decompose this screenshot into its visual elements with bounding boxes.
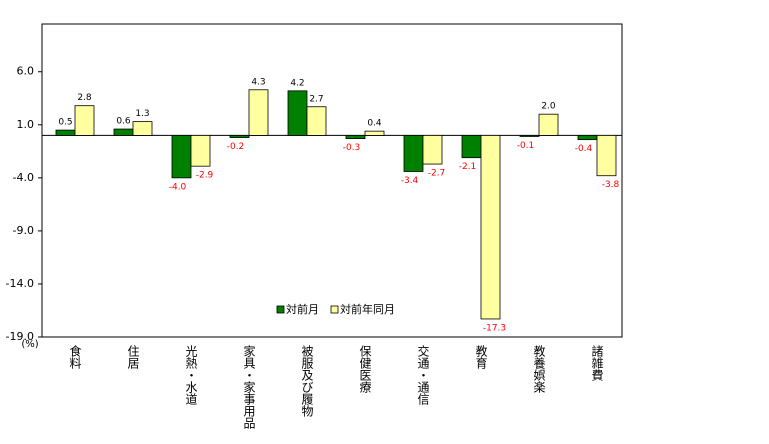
x-tick-label: 教育	[474, 344, 488, 370]
bar	[364, 130, 385, 136]
value-label: -0.2	[227, 142, 245, 152]
y-unit: (%)	[21, 339, 38, 350]
y-tick-label: 1.0	[17, 118, 35, 131]
x-tick-label: 住居	[126, 345, 140, 370]
value-label: 2.7	[309, 94, 323, 104]
legend-swatch	[276, 305, 285, 314]
bar	[74, 105, 95, 136]
bar	[577, 135, 598, 141]
bar	[461, 135, 482, 159]
bar	[229, 135, 250, 138]
bar	[248, 89, 269, 136]
y-tick-label: 6.0	[17, 65, 35, 78]
value-label: 4.2	[290, 78, 304, 88]
value-label: 4.3	[251, 77, 265, 87]
bar	[345, 135, 366, 139]
x-tick-label: 食料	[68, 344, 82, 369]
value-label: -0.3	[343, 143, 361, 153]
value-label: 2.8	[77, 93, 92, 103]
x-tick-label: 光熱・水道	[184, 345, 198, 405]
bar	[55, 129, 76, 136]
bar	[403, 135, 424, 172]
legend-label: 対前月	[286, 302, 319, 316]
plot-frame	[41, 23, 623, 338]
bar	[422, 135, 443, 165]
bar	[190, 135, 211, 167]
bar	[306, 106, 327, 136]
value-label: 0.5	[58, 118, 72, 128]
x-tick-label: 被服及び履物	[300, 345, 314, 417]
value-label: -17.3	[483, 323, 506, 333]
x-tick-label: 交通・通信	[416, 344, 430, 406]
value-label: -3.8	[602, 180, 620, 190]
legend-swatch	[330, 305, 339, 314]
value-label: -2.9	[196, 171, 214, 181]
y-tick-label: -14.0	[6, 277, 34, 290]
bar	[519, 135, 540, 137]
value-label: 0.6	[116, 117, 131, 127]
bar	[538, 113, 559, 136]
bar	[171, 135, 192, 179]
value-label: -4.0	[169, 182, 187, 192]
value-label: -2.1	[459, 162, 477, 172]
value-label: -3.4	[401, 176, 419, 186]
bar	[113, 128, 134, 136]
legend-label: 対前年同月	[340, 302, 395, 316]
bar	[287, 90, 308, 136]
value-label: 1.3	[135, 109, 149, 119]
bar	[480, 135, 501, 320]
value-label: -2.7	[428, 169, 446, 179]
bar	[596, 135, 617, 177]
value-label: 0.4	[367, 119, 382, 129]
bar	[132, 121, 153, 136]
y-tick-label: -19.0	[6, 330, 34, 343]
x-tick-label: 教養娯楽	[532, 344, 546, 393]
value-label: -0.4	[575, 144, 593, 154]
value-label: 2.0	[541, 102, 556, 112]
value-label: -0.1	[517, 141, 535, 151]
x-tick-label: 家具・家事用品	[242, 344, 256, 429]
x-tick-label: 諸雑費	[590, 344, 604, 381]
y-tick-label: -9.0	[13, 224, 34, 237]
y-tick-label: -4.0	[13, 171, 34, 184]
x-tick-label: 保健医療	[358, 345, 372, 393]
